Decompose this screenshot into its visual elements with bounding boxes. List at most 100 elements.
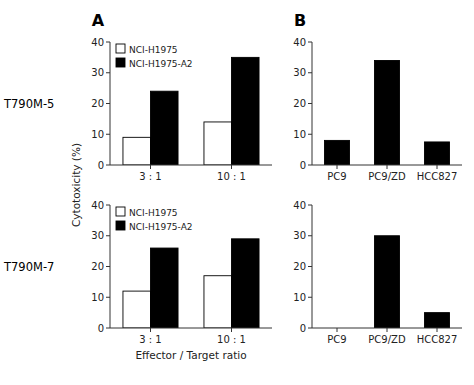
row-label: T790M-7	[3, 260, 54, 274]
y-tick	[308, 72, 312, 73]
y-tick	[106, 328, 110, 329]
y-tick	[308, 42, 312, 43]
figure: 0 10 20 30 40 3 : 1 10 : 1 Cytotoxicity (%) A T79…	[0, 0, 474, 385]
bar	[204, 122, 232, 165]
y-tick-label: 30	[91, 230, 104, 241]
row-label: T790M-5	[3, 97, 54, 111]
x-tick	[231, 165, 232, 169]
x-tick-label: PC9/ZD	[368, 171, 406, 182]
y-tick	[106, 235, 110, 236]
y-tick-label: 20	[91, 261, 104, 272]
y-tick	[106, 297, 110, 298]
x-tick	[387, 328, 388, 332]
bar	[232, 57, 260, 165]
y-tick-label: 30	[91, 67, 104, 78]
legend-swatch	[116, 58, 125, 67]
y-tick	[106, 205, 110, 206]
x-tick	[337, 165, 338, 169]
y-tick	[106, 103, 110, 104]
legend-label: NCI-H1975-A2	[129, 222, 193, 232]
x-tick-label: PC9/ZD	[368, 334, 406, 345]
y-tick-label: 10	[91, 292, 104, 303]
y-tick-label: 10	[91, 129, 104, 140]
x-tick-label: 3 : 1	[139, 334, 161, 345]
panel: 0 10 20 30 40 PC9 PC9/ZD HCC827	[293, 200, 462, 346]
y-tick	[106, 42, 110, 43]
y-tick-label: 0	[300, 160, 306, 171]
x-tick	[150, 328, 151, 332]
x-tick-label: 10 : 1	[217, 171, 246, 182]
y-tick-label: 0	[98, 160, 104, 171]
legend: NCI-H1975 NCI-H1975-A2	[116, 44, 193, 69]
panel: 0 10 20 30 40 PC9 PC9/ZD HCC827 B	[293, 11, 462, 182]
y-tick	[308, 134, 312, 135]
bar	[325, 140, 350, 165]
bar	[123, 291, 151, 328]
y-tick-label: 40	[91, 200, 104, 211]
y-tick	[308, 103, 312, 104]
legend-label: NCI-H1975-A2	[129, 59, 193, 69]
y-axis-label: Cytotoxicity (%)	[70, 143, 82, 227]
x-axis-label: Effector / Target ratio	[135, 349, 246, 361]
x-tick	[337, 328, 338, 332]
y-tick-label: 30	[293, 230, 306, 241]
panel-label: B	[294, 11, 306, 30]
bar	[425, 313, 450, 328]
x-tick	[231, 328, 232, 332]
panel: 0 10 20 30 40 3 : 1 10 : 1 Effector / Target ra…	[3, 200, 272, 362]
y-tick-label: 0	[300, 323, 306, 334]
bar	[232, 239, 260, 328]
legend-label: NCI-H1975	[129, 208, 178, 218]
y-tick-label: 30	[293, 67, 306, 78]
x-tick	[150, 165, 151, 169]
y-tick-label: 40	[293, 37, 306, 48]
y-tick	[106, 165, 110, 166]
y-tick	[308, 328, 312, 329]
y-tick	[308, 205, 312, 206]
x-tick	[437, 328, 438, 332]
x-axis-line	[110, 328, 272, 329]
bar	[375, 236, 400, 328]
x-tick-label: 10 : 1	[217, 334, 246, 345]
legend-swatch	[116, 207, 125, 216]
legend-swatch	[116, 221, 125, 230]
x-axis-line	[110, 165, 272, 166]
bar	[425, 142, 450, 165]
y-tick-label: 40	[293, 200, 306, 211]
legend-swatch	[116, 44, 125, 53]
bar	[151, 248, 179, 328]
y-tick-label: 40	[91, 37, 104, 48]
marks	[123, 239, 259, 328]
x-tick-label: PC9	[327, 334, 346, 345]
y-tick	[308, 297, 312, 298]
y-tick-label: 20	[91, 98, 104, 109]
y-tick	[106, 266, 110, 267]
marks	[325, 60, 450, 165]
x-tick	[437, 165, 438, 169]
y-tick	[308, 235, 312, 236]
x-tick-label: 3 : 1	[139, 171, 161, 182]
panel: 0 10 20 30 40 3 : 1 10 : 1 Cytotoxicity (%) A T79…	[3, 11, 272, 227]
marks	[375, 236, 450, 328]
x-tick-label: HCC827	[417, 334, 458, 345]
x-tick-label: PC9	[327, 171, 346, 182]
y-tick	[106, 134, 110, 135]
y-tick	[308, 266, 312, 267]
bar	[123, 137, 151, 165]
y-tick-label: 0	[98, 323, 104, 334]
y-tick-label: 20	[293, 98, 306, 109]
legend: NCI-H1975 NCI-H1975-A2	[116, 207, 193, 232]
y-tick-label: 10	[293, 292, 306, 303]
x-tick	[387, 165, 388, 169]
y-tick-label: 20	[293, 261, 306, 272]
bar	[204, 276, 232, 328]
bar	[375, 60, 400, 165]
marks	[123, 57, 259, 165]
y-tick-label: 10	[293, 129, 306, 140]
y-tick	[308, 165, 312, 166]
x-tick-label: HCC827	[417, 171, 458, 182]
bar	[151, 91, 179, 165]
legend-label: NCI-H1975	[129, 45, 178, 55]
y-tick	[106, 72, 110, 73]
panel-label: A	[92, 11, 105, 30]
